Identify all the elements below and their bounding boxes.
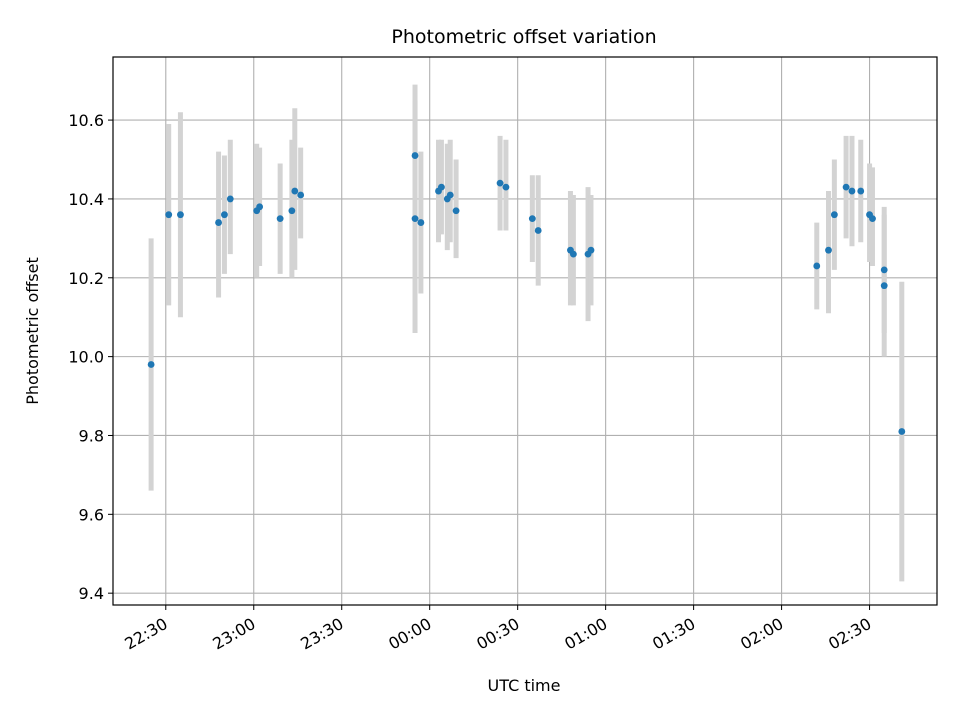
data-point xyxy=(177,211,184,219)
data-point xyxy=(842,183,850,191)
data-point xyxy=(276,215,284,223)
data-point xyxy=(813,262,821,270)
data-point xyxy=(830,211,838,219)
data-point xyxy=(417,219,425,226)
data-point xyxy=(587,246,595,254)
data-point xyxy=(297,191,305,199)
y-tick-label: 9.6 xyxy=(79,505,104,524)
y-tick-label: 9.8 xyxy=(79,426,104,445)
data-point xyxy=(226,195,234,203)
y-axis-ticks: 9.4 9.6 9.8 10.0 10.2 10.4 10.6 xyxy=(68,111,113,603)
data-point xyxy=(898,428,906,435)
data-point xyxy=(256,203,264,211)
x-axis-label: UTC time xyxy=(488,676,561,695)
data-point xyxy=(411,215,419,223)
y-tick-label: 10.2 xyxy=(68,269,104,288)
data-point xyxy=(438,183,445,191)
data-point xyxy=(528,215,536,223)
data-point xyxy=(848,187,856,195)
data-point xyxy=(446,191,454,199)
data-point xyxy=(221,211,228,219)
plot-frame xyxy=(112,56,938,606)
y-tick-label: 10.4 xyxy=(68,190,104,209)
data-point xyxy=(534,227,542,234)
y-tick-label: 10.6 xyxy=(68,111,104,130)
data-point xyxy=(880,266,888,274)
data-point xyxy=(165,211,173,219)
data-point xyxy=(452,207,460,215)
data-markers xyxy=(147,152,906,435)
data-point xyxy=(496,179,504,187)
data-point xyxy=(869,215,876,223)
data-point xyxy=(215,219,222,226)
data-point xyxy=(502,183,510,191)
data-point xyxy=(147,361,155,368)
y-tick-label: 9.4 xyxy=(79,584,104,603)
data-point xyxy=(288,207,296,215)
data-point xyxy=(291,187,299,195)
grid xyxy=(113,57,937,605)
y-tick-label: 10.0 xyxy=(68,348,104,367)
data-point xyxy=(880,282,888,290)
data-point xyxy=(825,246,832,254)
chart-title: Photometric offset variation xyxy=(391,26,656,48)
data-point xyxy=(569,250,577,258)
data-point xyxy=(857,187,865,195)
y-axis-label: Photometric offset xyxy=(23,257,42,405)
data-point xyxy=(411,152,419,159)
